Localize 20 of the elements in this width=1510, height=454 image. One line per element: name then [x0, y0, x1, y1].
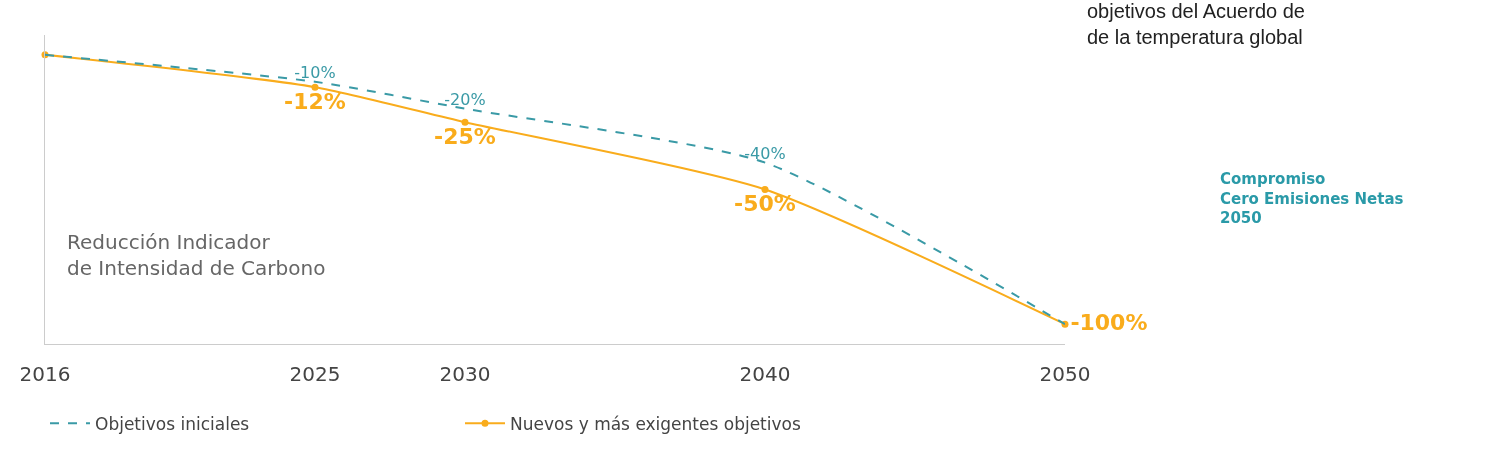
x-tick-label: 2050 — [1039, 362, 1091, 386]
legend-label: Objetivos iniciales — [95, 413, 250, 434]
x-tick-label: 2030 — [439, 362, 491, 386]
point — [461, 118, 469, 126]
data-label: -10% — [294, 62, 336, 82]
text: objetivos del Acuerdo de de la temperatura global — [1087, 0, 1305, 48]
point — [761, 186, 769, 193]
data-label: -20% — [444, 89, 486, 109]
x-tick-label: 2025 — [289, 362, 341, 386]
text: Compromiso Cero Emisiones Netas 2050 — [1220, 170, 1404, 227]
data-label: -100% — [1070, 309, 1148, 335]
data-label: -40% — [744, 143, 786, 163]
annotation: Reducción Indicador de Intensidad de Carbono — [67, 230, 326, 280]
data-label: -12% — [284, 89, 346, 115]
data-label: -50% — [734, 191, 796, 217]
x-tick-label: 2040 — [739, 362, 791, 386]
legend-label: Nuevos y más exigentes objetivos — [510, 413, 801, 434]
point — [311, 83, 319, 91]
data-label: -25% — [434, 124, 496, 150]
x-tick-label: 2016 — [19, 362, 71, 386]
